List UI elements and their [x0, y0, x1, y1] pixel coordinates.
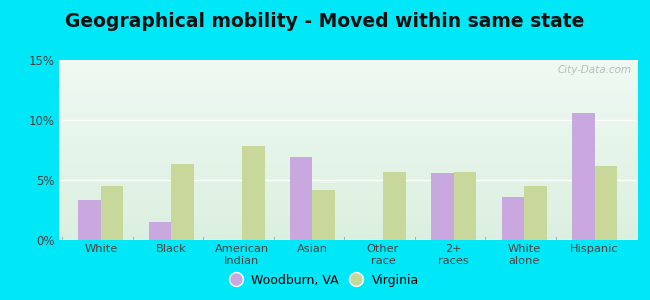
Bar [572, 113, 595, 240]
Bar [431, 173, 454, 240]
Bar [290, 157, 313, 240]
Legend: Woodburn, VA, Virginia: Woodburn, VA, Virginia [227, 270, 422, 291]
Bar [502, 197, 524, 240]
Bar [595, 166, 618, 240]
Bar [454, 172, 476, 240]
Text: Geographical mobility - Moved within same state: Geographical mobility - Moved within sam… [65, 12, 585, 31]
Bar [242, 146, 265, 240]
Bar [524, 186, 547, 240]
Text: City-Data.com: City-Data.com [557, 65, 631, 75]
Bar [313, 190, 335, 240]
Bar [149, 222, 172, 240]
Bar [172, 164, 194, 240]
Bar [383, 172, 406, 240]
Bar [78, 200, 101, 240]
Bar [101, 186, 124, 240]
